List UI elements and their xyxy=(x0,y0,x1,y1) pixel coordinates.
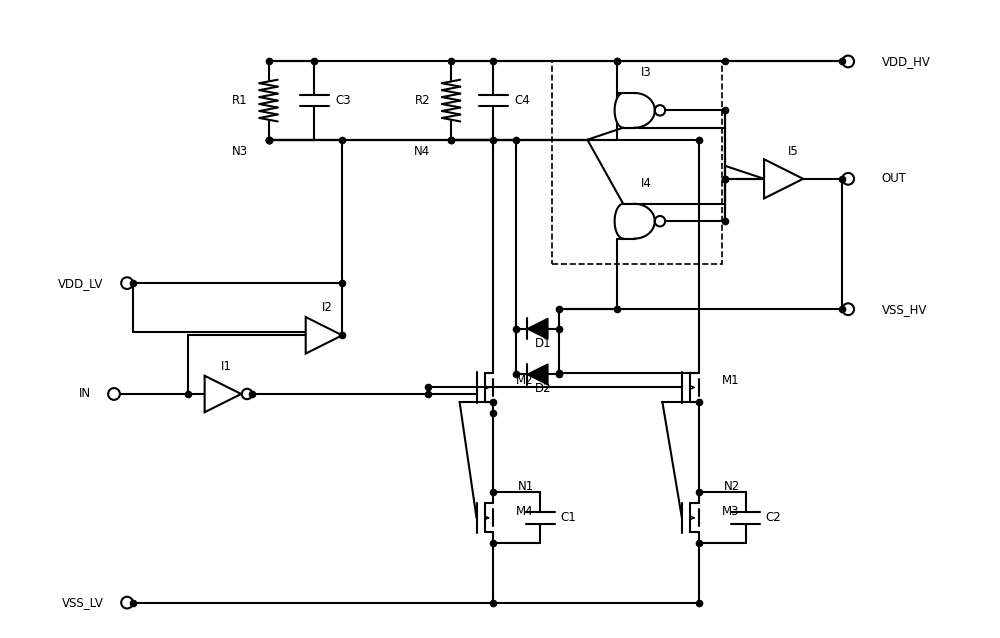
Text: VSS_LV: VSS_LV xyxy=(62,596,104,609)
Text: I1: I1 xyxy=(221,360,232,373)
Polygon shape xyxy=(306,317,342,353)
Text: I5: I5 xyxy=(788,145,799,158)
Polygon shape xyxy=(764,160,803,198)
Polygon shape xyxy=(615,204,655,239)
Text: M1: M1 xyxy=(722,375,739,387)
Text: R1: R1 xyxy=(232,94,248,107)
Text: D2: D2 xyxy=(534,382,551,396)
Text: M2: M2 xyxy=(516,375,534,387)
Text: N1: N1 xyxy=(518,480,535,493)
Text: C3: C3 xyxy=(335,94,351,107)
Bar xyxy=(552,61,722,263)
Text: M4: M4 xyxy=(516,505,534,518)
Text: VDD_LV: VDD_LV xyxy=(58,277,104,290)
Text: VSS_HV: VSS_HV xyxy=(881,302,927,316)
Text: N3: N3 xyxy=(232,145,248,158)
Polygon shape xyxy=(615,93,655,128)
Text: N4: N4 xyxy=(414,145,430,158)
Text: C4: C4 xyxy=(514,94,530,107)
Text: I2: I2 xyxy=(322,301,333,315)
Text: I4: I4 xyxy=(641,177,652,190)
Text: N2: N2 xyxy=(724,480,740,493)
Text: IN: IN xyxy=(78,387,91,401)
Text: I3: I3 xyxy=(641,66,652,79)
Text: OUT: OUT xyxy=(881,172,906,185)
Text: C2: C2 xyxy=(765,512,781,524)
Text: M3: M3 xyxy=(722,505,739,518)
Text: D1: D1 xyxy=(534,337,551,350)
Text: R2: R2 xyxy=(415,94,430,107)
Polygon shape xyxy=(527,364,548,385)
Text: VDD_HV: VDD_HV xyxy=(881,55,930,68)
Text: C1: C1 xyxy=(560,512,576,524)
Polygon shape xyxy=(527,318,548,339)
Polygon shape xyxy=(205,376,241,412)
